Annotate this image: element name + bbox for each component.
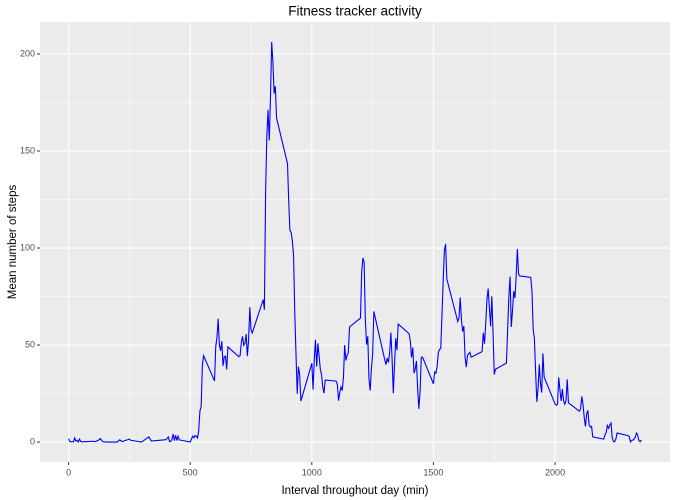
chart-title: Fitness tracker activity — [288, 4, 422, 19]
x-axis-label: Interval throughout day (min) — [281, 485, 428, 497]
y-tick-label: 100 — [20, 242, 35, 252]
x-tick-label: 0 — [66, 467, 71, 477]
y-tick-label: 200 — [20, 48, 35, 58]
y-axis-label: Mean number of steps — [7, 185, 19, 300]
y-tick-label: 0 — [30, 436, 35, 446]
y-tick-label: 150 — [20, 145, 35, 155]
plot-panel — [40, 22, 670, 462]
data-line — [68, 41, 642, 444]
x-tick-label: 2000 — [545, 467, 565, 477]
x-tick-label: 1500 — [423, 467, 443, 477]
x-tick-label: 1000 — [302, 467, 322, 477]
y-tick-label: 50 — [25, 339, 35, 349]
x-tick-label: 500 — [183, 467, 198, 477]
